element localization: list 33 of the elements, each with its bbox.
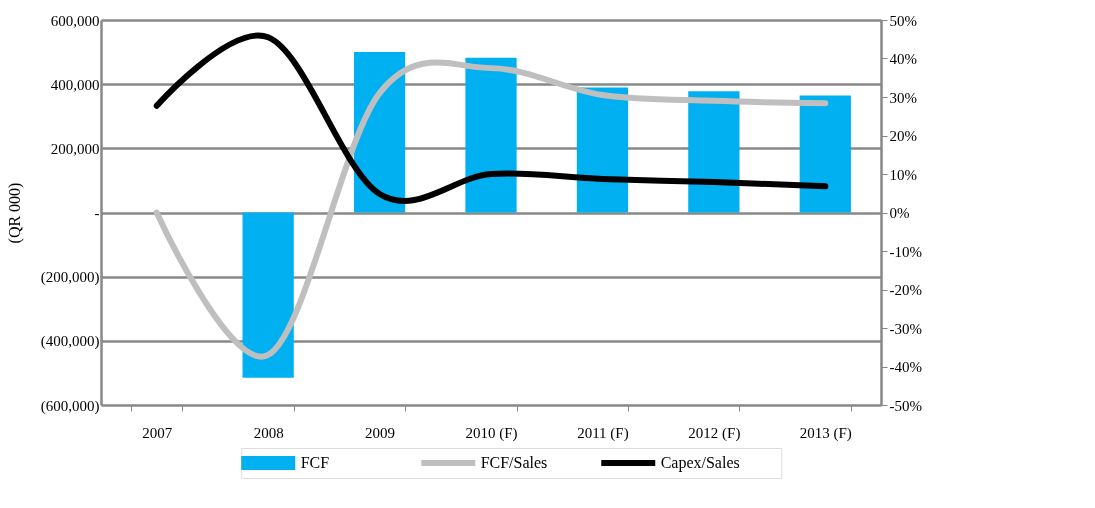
y2-tick-label: 40% (889, 51, 917, 67)
y-tick-label: (600,000) (40, 397, 100, 415)
y2-tick-label: -40% (889, 359, 922, 375)
y2-tick-label: -20% (889, 282, 922, 298)
x-tick-label: 2007 (142, 424, 173, 441)
y-tick-label: 600,000 (50, 12, 100, 29)
x-tick-label: 2012 (F) (688, 424, 741, 442)
x-tick-label: 2009 (365, 424, 396, 441)
x-tick-label: 2011 (F) (577, 424, 629, 442)
y2-tick-label: 20% (889, 128, 917, 144)
y-tick-label: (200,000) (40, 269, 100, 287)
legend-label: FCF/Sales (480, 454, 548, 471)
x-tick-label: 2010 (F) (465, 424, 518, 442)
bar (576, 87, 629, 213)
y2-tick-label: 10% (889, 166, 917, 183)
x-tick-label: 2013 (F) (799, 424, 852, 442)
bar (242, 212, 294, 378)
y2-tick-label: 50% (889, 12, 917, 29)
y-tick-label: - (94, 205, 100, 221)
y-tick-label: 200,000 (50, 140, 100, 157)
legend-label: Capex/Sales (660, 454, 740, 472)
y-axis-title: (QR 000) (5, 182, 24, 244)
y2-tick-label: 30% (889, 89, 917, 106)
x-tick-label: 2008 (253, 424, 284, 441)
y2-tick-label: -30% (889, 320, 922, 337)
legend-label: FCF (300, 454, 330, 471)
y2-tick-label: -50% (889, 397, 922, 414)
y2-tick-label: -10% (889, 243, 922, 260)
y-tick-label: 400,000 (50, 76, 100, 93)
y-tick-label: (400,000) (40, 333, 100, 351)
bar (465, 57, 517, 213)
y2-tick-label: 0% (889, 205, 910, 221)
bar (799, 95, 851, 213)
